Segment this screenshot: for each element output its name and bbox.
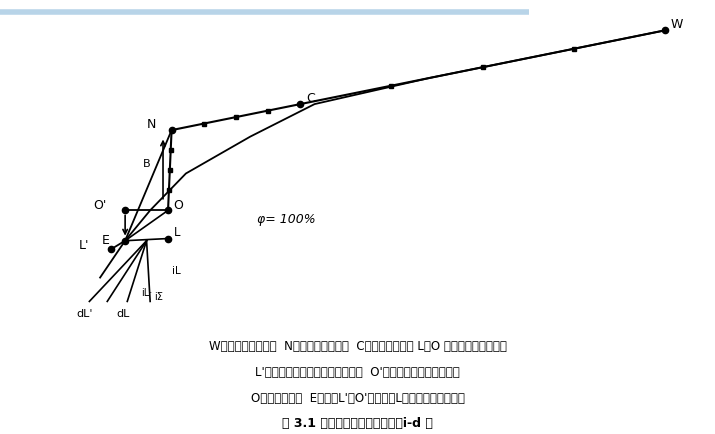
Text: O: O: [174, 199, 184, 212]
Text: iΣ: iΣ: [154, 292, 162, 302]
Text: dL: dL: [117, 309, 129, 319]
Text: W－室外空气状态点  N－室内空气状态点  C－混合点状态点 L－O 点对应的露点状态点: W－室外空气状态点 N－室内空气状态点 C－混合点状态点 L－O 点对应的露点状…: [209, 340, 506, 353]
Text: L'－混合风降温减湿后露点状态点  O'－混合风干加热后状态点: L'－混合风降温减湿后露点状态点 O'－混合风干加热后状态点: [255, 366, 460, 379]
Text: dL': dL': [76, 309, 93, 319]
Text: N: N: [147, 118, 156, 131]
Text: iL·: iL·: [142, 288, 153, 298]
Text: W: W: [671, 18, 683, 31]
Text: L': L': [79, 240, 89, 253]
Text: E: E: [102, 234, 110, 247]
Text: φ= 100%: φ= 100%: [257, 214, 316, 227]
Text: B: B: [143, 159, 151, 169]
Text: 图 3.1 空气处理不当方式（一）i-d 图: 图 3.1 空气处理不当方式（一）i-d 图: [282, 417, 433, 430]
Text: C: C: [306, 92, 315, 105]
Text: L: L: [174, 227, 180, 240]
Text: O': O': [93, 199, 107, 212]
Text: O－送风状态点  E－在从L'到O'过程中与L点相同温度的状态点: O－送风状态点 E－在从L'到O'过程中与L点相同温度的状态点: [250, 392, 465, 405]
Text: iL: iL: [172, 266, 180, 276]
